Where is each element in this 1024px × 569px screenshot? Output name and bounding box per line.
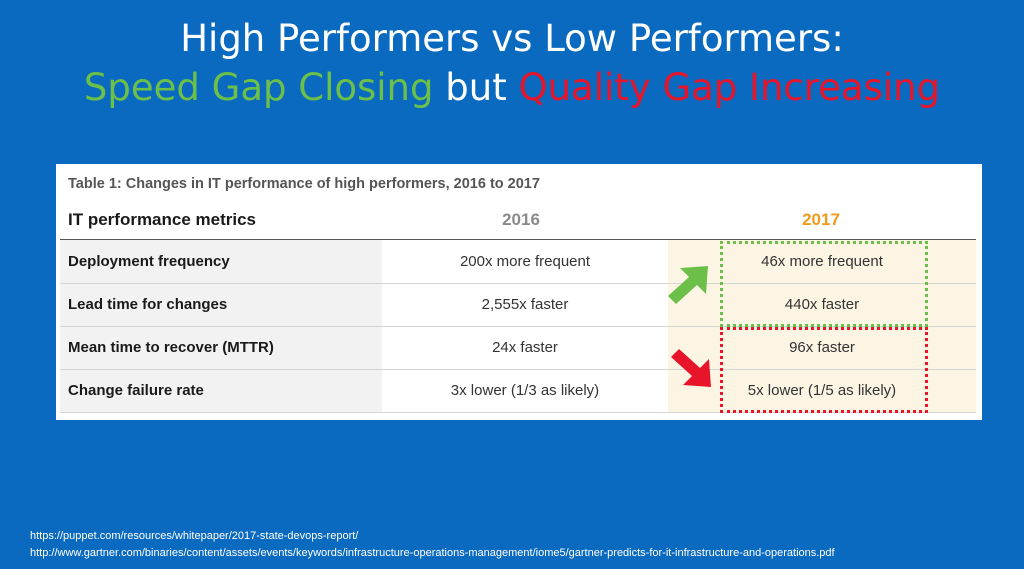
table-row-lead-time-2016: 2,555x faster bbox=[481, 296, 569, 313]
table-row-lead-time-label: Lead time for changes bbox=[68, 296, 228, 313]
arrow-down-right-icon bbox=[671, 349, 711, 387]
header-2016: 2016 bbox=[502, 210, 540, 229]
source-link-puppet[interactable]: https://puppet.com/resources/whitepaper/… bbox=[30, 530, 359, 542]
table-row-mttr-label: Mean time to recover (MTTR) bbox=[68, 339, 274, 356]
table-row-change-failure-2016: 3x lower (1/3 as likely) bbox=[450, 382, 600, 399]
row-divider bbox=[60, 369, 976, 370]
performance-table: Table 1: Changes in IT performance of hi… bbox=[56, 164, 982, 420]
arrow-up-right-icon bbox=[668, 266, 708, 304]
title-quality-gap: Quality Gap Increasing bbox=[518, 66, 941, 109]
table-row-mttr-2016: 24x faster bbox=[492, 339, 558, 356]
table-row-lead-time-2017: 440x faster bbox=[784, 296, 860, 313]
quality-highlight-box bbox=[720, 327, 928, 413]
row-divider bbox=[60, 283, 976, 284]
header-metric: IT performance metrics bbox=[68, 210, 257, 229]
header-divider bbox=[60, 239, 976, 240]
title-but: but bbox=[433, 66, 519, 109]
header-2017: 2017 bbox=[802, 210, 840, 229]
title-speed-gap: Speed Gap Closing bbox=[83, 66, 434, 109]
slide-title: High Performers vs Low Performers: Speed… bbox=[0, 14, 1024, 112]
title-line-2: Speed Gap Closing but Quality Gap Increa… bbox=[0, 63, 1024, 112]
row-divider bbox=[60, 326, 976, 327]
table-row-deployment-frequency-2017: 46x more frequent bbox=[761, 253, 883, 270]
speed-highlight-box bbox=[720, 241, 928, 327]
table-caption: Table 1: Changes in IT performance of hi… bbox=[68, 176, 540, 192]
table-row-deployment-frequency-2016: 200x more frequent bbox=[459, 253, 591, 270]
sources: https://puppet.com/resources/whitepaper/… bbox=[30, 528, 835, 562]
title-line-1: High Performers vs Low Performers: bbox=[180, 17, 844, 60]
table-row-mttr-2017: 96x faster bbox=[789, 339, 855, 356]
table-row-change-failure-2017: 5x lower (1/5 as likely) bbox=[747, 382, 897, 399]
source-link-gartner[interactable]: http://www.gartner.com/binaries/content/… bbox=[30, 547, 835, 559]
table-row-change-failure-label: Change failure rate bbox=[68, 382, 204, 399]
row-divider bbox=[60, 412, 976, 413]
table-row-deployment-frequency-label: Deployment frequency bbox=[68, 253, 230, 270]
